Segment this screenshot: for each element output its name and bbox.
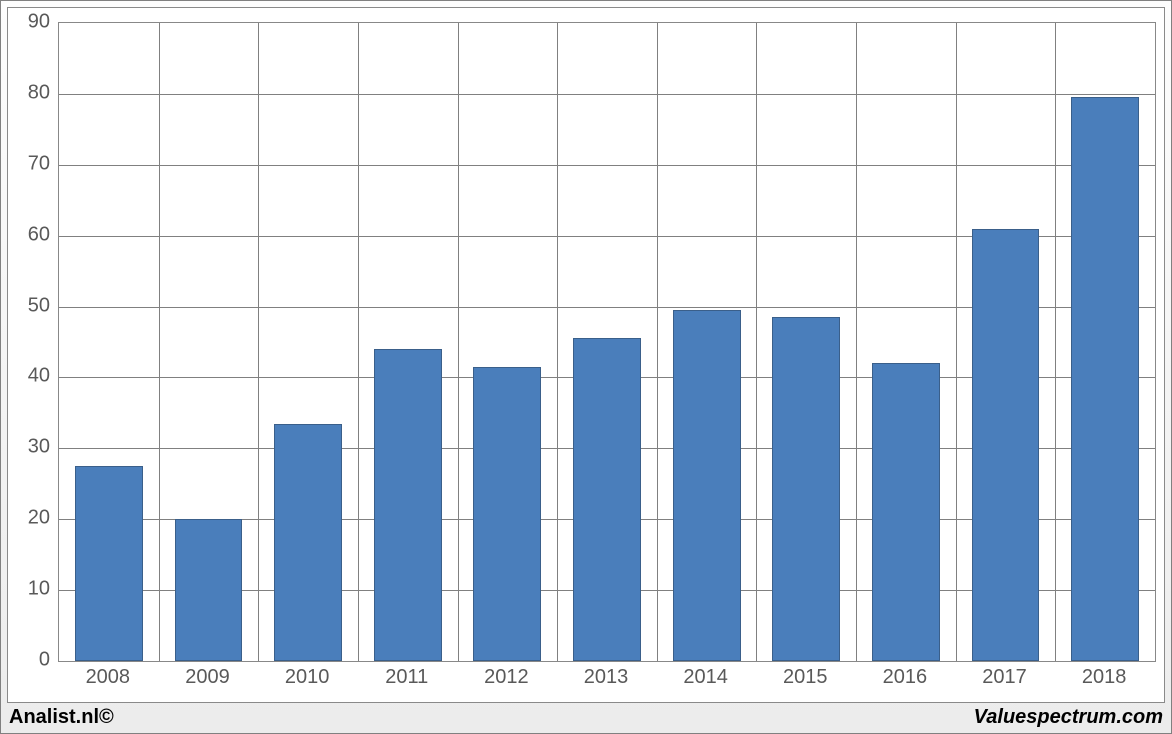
- x-axis-tick-label: 2009: [185, 666, 230, 689]
- x-axis-tick-label: 2011: [385, 666, 428, 689]
- x-axis-tick-label: 2017: [982, 666, 1027, 689]
- gridline-vertical: [856, 23, 857, 661]
- x-axis-tick-label: 2013: [584, 666, 629, 689]
- x-axis-tick-label: 2008: [86, 666, 131, 689]
- y-axis-tick-label: 50: [8, 294, 50, 317]
- gridline-vertical: [358, 23, 359, 661]
- gridline-vertical: [258, 23, 259, 661]
- chart-frame: 0 10 20 30 40 50 60 70 80 90 2008 2009 2010 2011 2012 2…: [0, 0, 1172, 734]
- bar: [75, 466, 143, 661]
- bar: [274, 424, 342, 661]
- y-axis-tick-label: 70: [8, 152, 50, 175]
- gridline-vertical: [458, 23, 459, 661]
- bar: [175, 519, 243, 661]
- gridline-vertical: [159, 23, 160, 661]
- bar: [772, 317, 840, 661]
- bar: [1071, 97, 1139, 661]
- gridline-vertical: [956, 23, 957, 661]
- x-axis-tick-label: 2014: [683, 666, 728, 689]
- gridline-vertical: [1055, 23, 1056, 661]
- x-axis-tick-label: 2016: [883, 666, 928, 689]
- gridline-vertical: [756, 23, 757, 661]
- footer-credit-left: Analist.nl©: [9, 706, 114, 729]
- bar: [972, 229, 1040, 661]
- y-axis-tick-label: 60: [8, 223, 50, 246]
- x-axis-tick-label: 2010: [285, 666, 330, 689]
- gridline-vertical: [557, 23, 558, 661]
- bar: [872, 363, 940, 661]
- y-axis-tick-label: 10: [8, 578, 50, 601]
- bar: [374, 349, 442, 661]
- y-axis-tick-label: 40: [8, 365, 50, 388]
- plot-area: [58, 22, 1156, 662]
- x-axis-tick-label: 2015: [783, 666, 828, 689]
- footer-credit-right: Valuespectrum.com: [974, 706, 1163, 729]
- y-axis-tick-label: 30: [8, 436, 50, 459]
- x-axis-tick-label: 2018: [1082, 666, 1127, 689]
- gridline-horizontal: [59, 94, 1155, 95]
- y-axis-tick-label: 0: [8, 649, 50, 672]
- y-axis-tick-label: 90: [8, 11, 50, 34]
- chart-panel: 0 10 20 30 40 50 60 70 80 90 2008 2009 2010 2011 2012 2…: [7, 7, 1165, 703]
- gridline-horizontal: [59, 165, 1155, 166]
- bar: [673, 310, 741, 661]
- y-axis-tick-label: 20: [8, 507, 50, 530]
- bar: [573, 338, 641, 661]
- y-axis-tick-label: 80: [8, 81, 50, 104]
- x-axis-tick-label: 2012: [484, 666, 529, 689]
- bar: [473, 367, 541, 661]
- gridline-vertical: [657, 23, 658, 661]
